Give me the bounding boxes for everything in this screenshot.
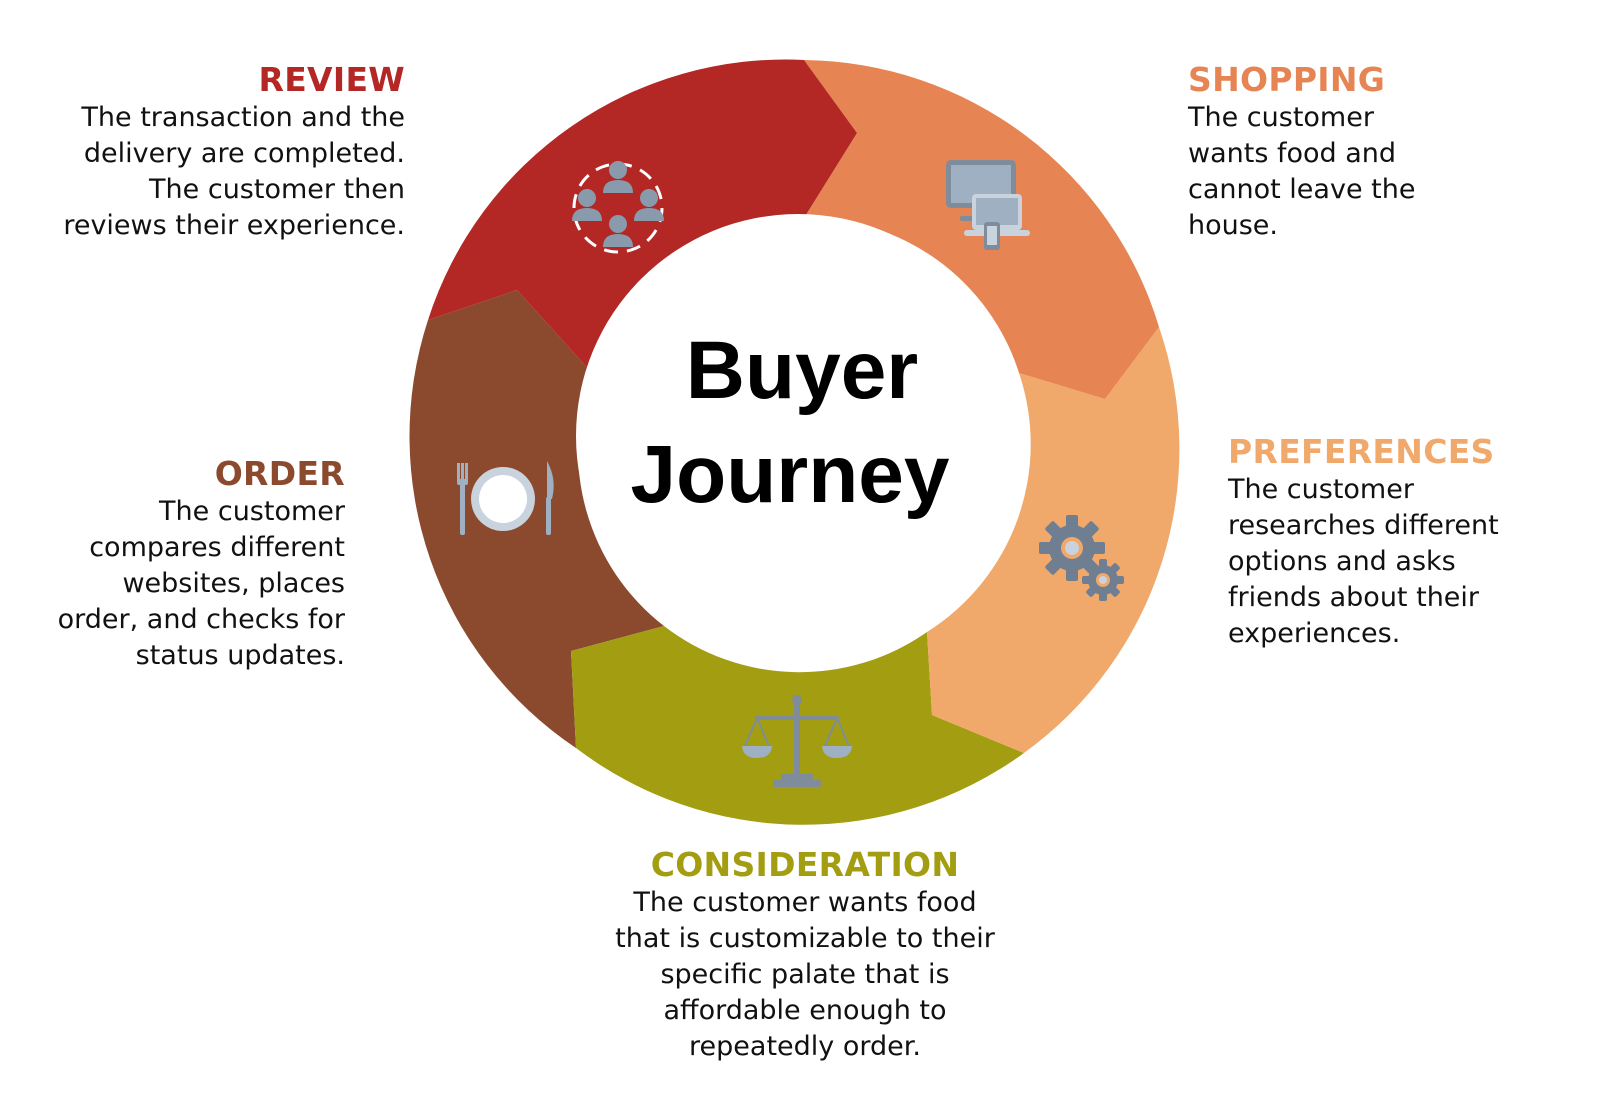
shopping-desc-line-2: wants food and <box>1188 138 1397 169</box>
center-title-line-1: Buyer <box>686 325 918 416</box>
devices-icon <box>946 160 1030 250</box>
wheel-center <box>576 214 1020 658</box>
consideration-stage: CONSIDERATION The customer wants food th… <box>560 845 1050 1065</box>
preferences-desc-line-2: researches different <box>1228 510 1499 541</box>
shopping-desc-line-3: cannot leave the <box>1188 174 1416 205</box>
review-stage: REVIEW The transaction and the delivery … <box>20 60 405 244</box>
review-desc-line-3: The customer then <box>149 174 405 205</box>
consideration-desc-line-3: specific palate that is <box>660 959 950 990</box>
shopping-heading: SHOPPING <box>1188 60 1386 99</box>
preferences-desc-line-3: options and asks <box>1228 546 1456 577</box>
plate-cutlery-icon <box>457 461 554 535</box>
review-desc-line-2: delivery are completed. <box>83 138 405 169</box>
shopping-desc-line-1: The customer <box>1188 102 1374 133</box>
order-stage: ORDER The customer compares different we… <box>20 454 345 674</box>
consideration-desc-line-2: that is customizable to their <box>615 923 995 954</box>
preferences-heading: PREFERENCES <box>1228 432 1495 471</box>
order-desc-line-3: websites, places <box>122 568 345 599</box>
order-heading: ORDER <box>214 454 345 493</box>
order-desc-line-5: status updates. <box>135 640 345 671</box>
consideration-heading: CONSIDERATION <box>650 845 960 884</box>
consideration-desc-line-4: affordable enough to <box>663 995 947 1026</box>
shopping-desc-line-4: house. <box>1188 210 1279 241</box>
review-heading: REVIEW <box>258 60 405 99</box>
consideration-desc-line-5: repeatedly order. <box>689 1031 921 1062</box>
center-title-line-2: Journey <box>631 429 950 520</box>
preferences-desc-line-4: friends about their <box>1228 582 1480 613</box>
shopping-stage: SHOPPING The customer wants food and can… <box>1188 60 1568 244</box>
order-desc-line-4: order, and checks for <box>57 604 345 635</box>
people-network-icon <box>572 161 664 254</box>
consideration-desc-line-1: The customer wants food <box>633 887 977 918</box>
preferences-stage: PREFERENCES The customer researches diff… <box>1228 432 1588 652</box>
preferences-desc-line-5: experiences. <box>1228 618 1401 649</box>
gears-icon <box>1039 515 1124 601</box>
review-desc-line-1: The transaction and the <box>81 102 405 133</box>
scales-icon <box>742 695 852 787</box>
review-desc-line-4: reviews their experience. <box>63 210 405 241</box>
preferences-desc-line-1: The customer <box>1228 474 1414 505</box>
order-desc-line-1: The customer <box>159 496 345 527</box>
order-desc-line-2: compares different <box>89 532 345 563</box>
order-segment <box>409 290 664 748</box>
